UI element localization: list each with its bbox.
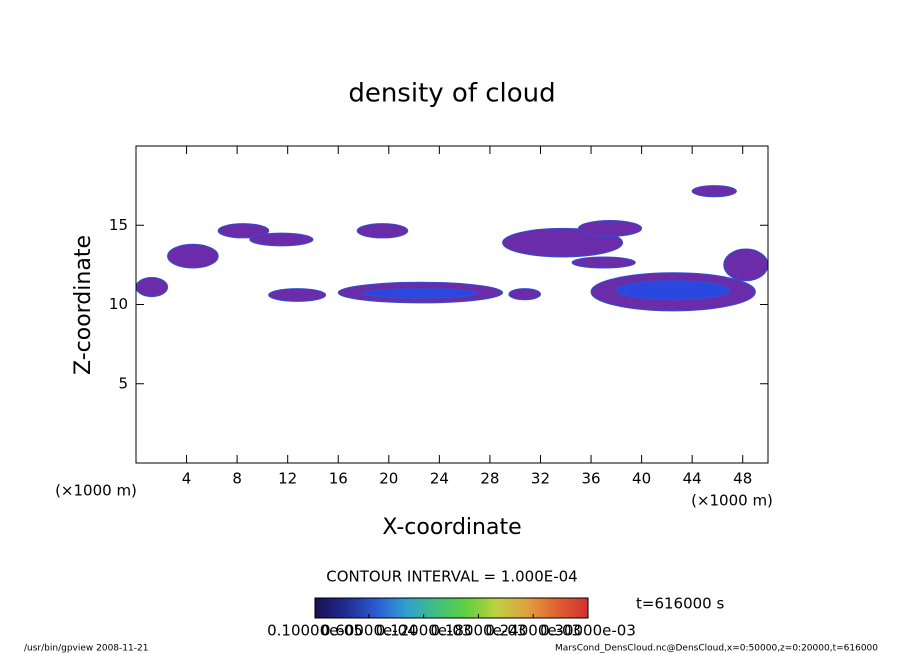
footer-right: MarsCond_DensCloud.nc@DensCloud,x=0:5000… bbox=[555, 644, 878, 654]
x-tick-label: 20 bbox=[379, 470, 398, 488]
cloud-region bbox=[268, 288, 327, 302]
cloud-region bbox=[723, 248, 769, 282]
cloud-region bbox=[571, 256, 636, 269]
footer-left: /usr/bin/gpview 2008-11-21 bbox=[24, 644, 148, 654]
x-tick-label: 36 bbox=[581, 470, 600, 488]
cloud-region bbox=[691, 185, 737, 198]
colorbar-tick-label: 0.24000e-03 bbox=[485, 622, 581, 640]
x-tick-label: 24 bbox=[430, 470, 449, 488]
y-tick-label: 15 bbox=[109, 216, 128, 234]
y-axis-label: Z-coordinate bbox=[71, 235, 96, 375]
x-tick-label: 4 bbox=[182, 470, 192, 488]
x-tick-label: 12 bbox=[278, 470, 297, 488]
x-tick-label: 40 bbox=[632, 470, 651, 488]
cloud-region bbox=[356, 223, 409, 239]
x-tick-label: 48 bbox=[733, 470, 752, 488]
x-tick-label: 8 bbox=[232, 470, 242, 488]
cloud-region bbox=[615, 280, 731, 301]
contour-interval: CONTOUR INTERVAL = 1.000E-04 bbox=[326, 568, 577, 586]
cloud-region bbox=[167, 243, 219, 269]
cloud-region bbox=[508, 288, 541, 301]
y-tick-label: 5 bbox=[118, 374, 128, 392]
cloud-region bbox=[135, 277, 169, 298]
colorbar-tick-label: 0.12000e-03 bbox=[376, 622, 472, 640]
y-tick-label: 10 bbox=[109, 295, 128, 313]
colorbar-tick-label: 0.30000e-03 bbox=[540, 622, 636, 640]
colorbar-tick-label: 0.18000e-03 bbox=[431, 622, 527, 640]
x-unit: (×1000 m) bbox=[55, 482, 137, 500]
colorbar-tick-label: 0.60000e-04 bbox=[321, 622, 417, 640]
x-tick-label: 16 bbox=[329, 470, 348, 488]
colorbar-tick-label: 0.10000e-05 bbox=[267, 622, 363, 640]
x-unit-right: (×1000 m) bbox=[691, 492, 773, 510]
time-label: t=616000 s bbox=[636, 595, 724, 613]
x-tick-label: 44 bbox=[683, 470, 702, 488]
colorbar bbox=[314, 597, 589, 619]
cloud-region bbox=[363, 288, 478, 299]
x-tick-label: 32 bbox=[531, 470, 550, 488]
cloud-region bbox=[249, 232, 314, 247]
x-tick-label: 28 bbox=[480, 470, 499, 488]
x-axis-label: X-coordinate bbox=[382, 515, 521, 540]
cloud-region bbox=[217, 223, 270, 239]
cloud-region bbox=[577, 219, 643, 237]
chart-title: density of cloud bbox=[348, 79, 555, 109]
